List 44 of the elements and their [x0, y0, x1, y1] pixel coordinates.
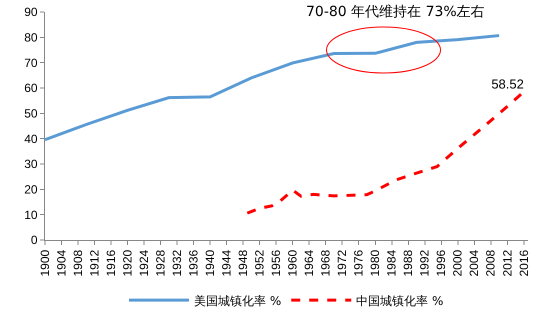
x-tick-label: 1920: [120, 249, 134, 277]
y-tick-label: 30: [24, 157, 38, 172]
x-tick-label: 1928: [153, 249, 168, 277]
x-tick-label: 1912: [87, 249, 102, 277]
x-tick-label: 1992: [418, 249, 432, 277]
x-tick-label: 2004: [467, 249, 482, 277]
x-tick-label: 2012: [500, 249, 514, 277]
annotation: 70-80 年代维持在 73%左右: [306, 4, 485, 20]
y-tick-label: 60: [24, 81, 38, 96]
x-tick-label: 1984: [384, 249, 399, 277]
y-tick-label: 40: [24, 132, 38, 146]
x-tick-label: 2000: [450, 249, 465, 277]
y-tick-label: 10: [24, 208, 38, 222]
y-tick-label: 50: [24, 106, 38, 121]
x-tick-label: 1956: [269, 249, 284, 277]
y-tick-label: 0: [30, 233, 38, 248]
x-tick-label: 1904: [54, 249, 68, 277]
x-tick-label: 1980: [368, 249, 382, 277]
y-tick-label: 70: [24, 56, 38, 70]
x-tick-label: 2008: [484, 249, 498, 277]
x-tick-label: 1940: [203, 249, 218, 277]
x-tick-label: 1932: [170, 249, 184, 277]
x-tick-label: 1908: [70, 249, 85, 277]
data-label: 58.52: [491, 76, 524, 92]
x-tick-label: 1948: [236, 249, 250, 277]
y-tick-label: 90: [24, 5, 38, 20]
x-tick-label: 1960: [286, 249, 300, 277]
x-tick-label: 1996: [434, 249, 448, 277]
x-tick-label: 1944: [220, 249, 234, 277]
x-tick-label: 1916: [104, 249, 118, 277]
legend-label: 中国城镇化率 %: [356, 294, 444, 308]
legend-label: 美国城镇化率 %: [194, 294, 282, 308]
x-tick-label: 1900: [38, 249, 52, 277]
x-tick-label: 2016: [516, 249, 531, 277]
x-tick-label: 1952: [252, 249, 267, 277]
x-tick-label: 1964: [302, 249, 316, 277]
x-tick-label: 1924: [136, 249, 151, 277]
x-tick-label: 1968: [318, 249, 333, 277]
x-tick-label: 1972: [335, 249, 350, 277]
y-tick-label: 80: [24, 30, 38, 45]
x-tick-label: 1976: [352, 249, 366, 277]
y-tick-label: 20: [24, 182, 38, 197]
x-tick-label: 1988: [401, 249, 416, 277]
x-tick-label: 1936: [186, 249, 201, 277]
